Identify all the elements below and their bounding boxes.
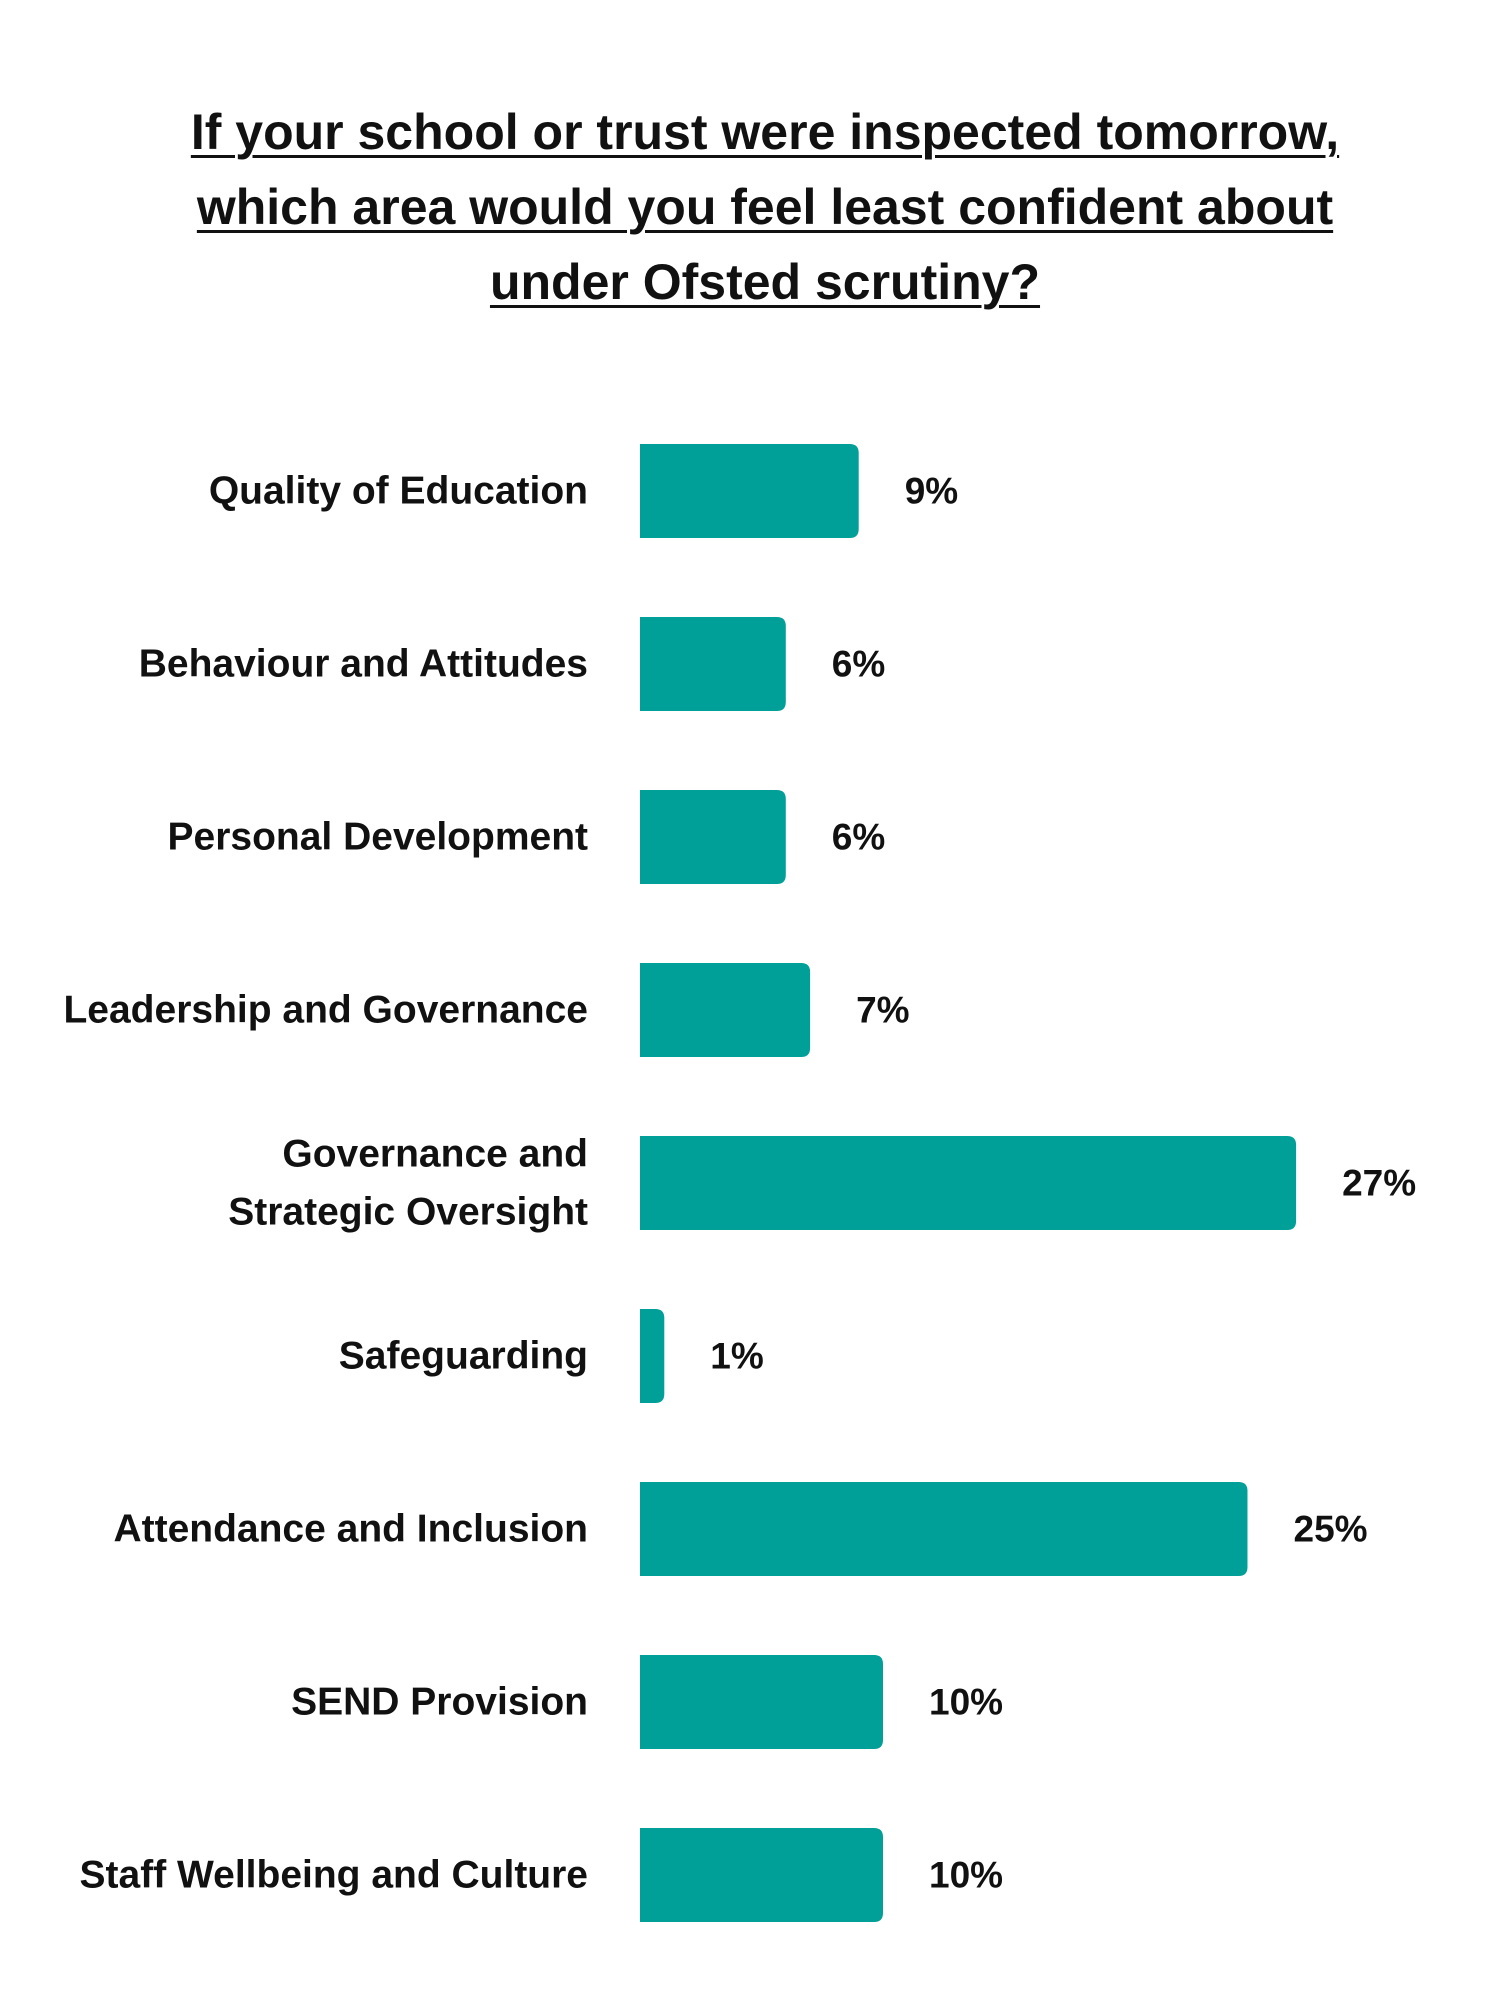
bar-value-label: 6% — [832, 644, 885, 685]
bar — [640, 1655, 883, 1749]
category-label: Leadership and Governance — [63, 989, 588, 1032]
category-label: SEND Provision — [291, 1681, 588, 1724]
bar-value-label: 25% — [1294, 1509, 1368, 1550]
chart-title-line: which area would you feel least confiden… — [196, 179, 1334, 235]
bar-value-label: 6% — [832, 817, 885, 858]
bar-value-label: 10% — [929, 1855, 1003, 1896]
bar — [640, 1309, 665, 1403]
category-label: Personal Development — [168, 816, 588, 859]
category-label: Strategic Oversight — [228, 1191, 588, 1234]
bar — [640, 444, 859, 538]
bar-value-label: 9% — [905, 471, 958, 512]
category-label: Attendance and Inclusion — [113, 1508, 588, 1551]
bar-value-label: 10% — [929, 1682, 1003, 1723]
category-label: Quality of Education — [209, 470, 588, 513]
bar-value-label: 1% — [710, 1336, 763, 1377]
bar — [640, 617, 786, 711]
bar — [640, 790, 786, 884]
chart-title-line: under Ofsted scrutiny? — [489, 254, 1041, 310]
bar — [640, 1482, 1248, 1576]
category-label: Staff Wellbeing and Culture — [80, 1854, 588, 1897]
category-label: Governance and — [282, 1133, 588, 1176]
chart-title-line: If your school or trust were inspected t… — [190, 104, 1340, 160]
category-label: Safeguarding — [339, 1335, 588, 1378]
bar-value-label: 27% — [1342, 1163, 1416, 1204]
category-label: Behaviour and Attitudes — [139, 643, 588, 686]
chart-title: If your school or trust were inspected t… — [150, 95, 1380, 320]
bar — [640, 1136, 1297, 1230]
bar — [640, 1828, 883, 1922]
bar — [640, 963, 811, 1057]
bar-value-label: 7% — [856, 990, 909, 1031]
